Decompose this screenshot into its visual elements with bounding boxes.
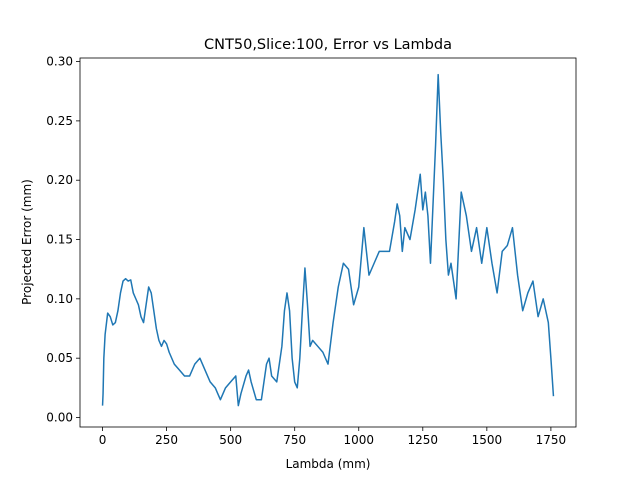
y-tick-label: 0.20 — [46, 173, 73, 187]
y-tick-label: 0.00 — [46, 411, 73, 425]
y-axis-label: Projected Error (mm) — [20, 179, 34, 305]
x-tick-label: 1500 — [472, 433, 503, 447]
y-tick-label: 0.25 — [46, 114, 73, 128]
x-tick-label: 1000 — [343, 433, 374, 447]
x-tick-label: 1750 — [536, 433, 567, 447]
y-tick-label: 0.30 — [46, 55, 73, 69]
chart-title: CNT50,Slice:100, Error vs Lambda — [204, 37, 452, 53]
x-axis-label: Lambda (mm) — [286, 457, 371, 471]
y-tick-label: 0.10 — [46, 292, 73, 306]
x-tick-label: 500 — [219, 433, 242, 447]
x-tick-label: 250 — [155, 433, 178, 447]
x-tick-label: 0 — [99, 433, 107, 447]
x-tick-label: 1250 — [408, 433, 439, 447]
y-tick-label: 0.15 — [46, 233, 73, 247]
data-line — [101, 73, 555, 407]
x-tick-label: 750 — [283, 433, 306, 447]
y-tick-label: 0.05 — [46, 351, 73, 365]
plot-frame — [79, 57, 577, 428]
